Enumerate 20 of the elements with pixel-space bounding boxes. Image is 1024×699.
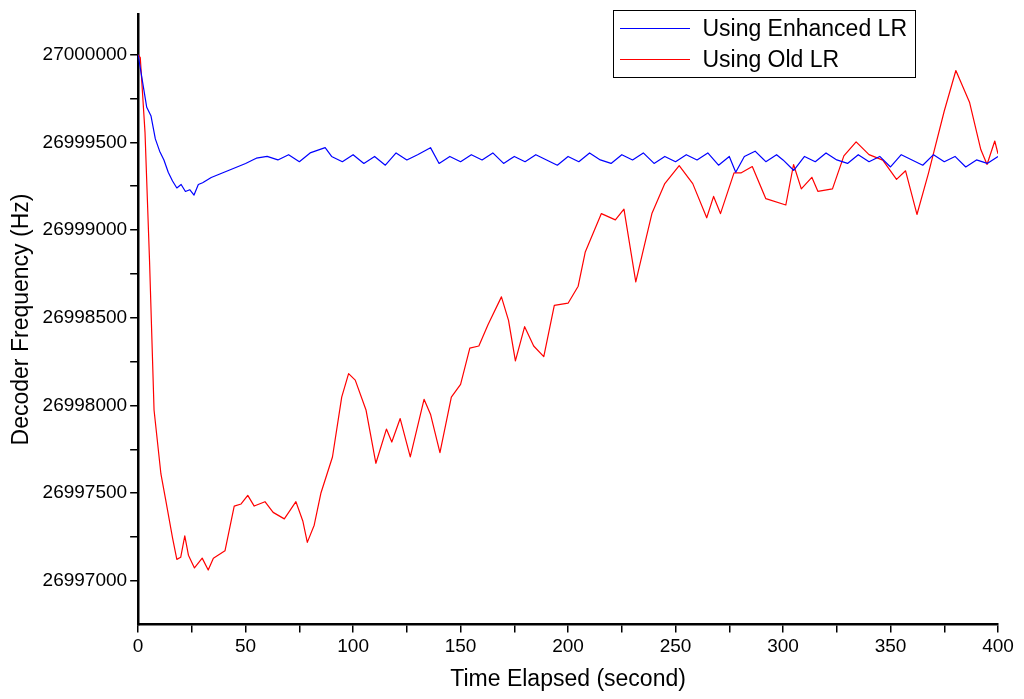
x-tick-label: 0 xyxy=(132,635,144,657)
x-tick-label: 150 xyxy=(444,635,477,657)
y-axis-title: Decoder Frequency (Hz) xyxy=(7,193,34,446)
x-tick-label: 350 xyxy=(874,635,907,657)
x-tick-label: 100 xyxy=(337,635,369,657)
legend-label: Using Old LR xyxy=(702,45,840,74)
y-tick-label: 27000000 xyxy=(42,42,128,64)
x-tick-label: 250 xyxy=(659,635,692,657)
x-tick-label: 200 xyxy=(552,635,584,657)
y-tick-label: 26999000 xyxy=(42,218,128,240)
x-tick-label: 300 xyxy=(767,635,799,657)
x-axis-title: Time Elapsed (second) xyxy=(450,664,686,691)
y-tick-label: 26998500 xyxy=(42,305,128,327)
y-tick-label: 26999500 xyxy=(42,130,128,152)
legend-label: Using Enhanced LR xyxy=(702,14,907,43)
x-tick-label: 400 xyxy=(982,635,1014,657)
y-tick-label: 26997000 xyxy=(42,569,128,590)
y-tick-label: 26997500 xyxy=(42,481,128,503)
x-tick-label: 50 xyxy=(235,635,257,657)
y-tick-label: 26998000 xyxy=(42,393,128,415)
